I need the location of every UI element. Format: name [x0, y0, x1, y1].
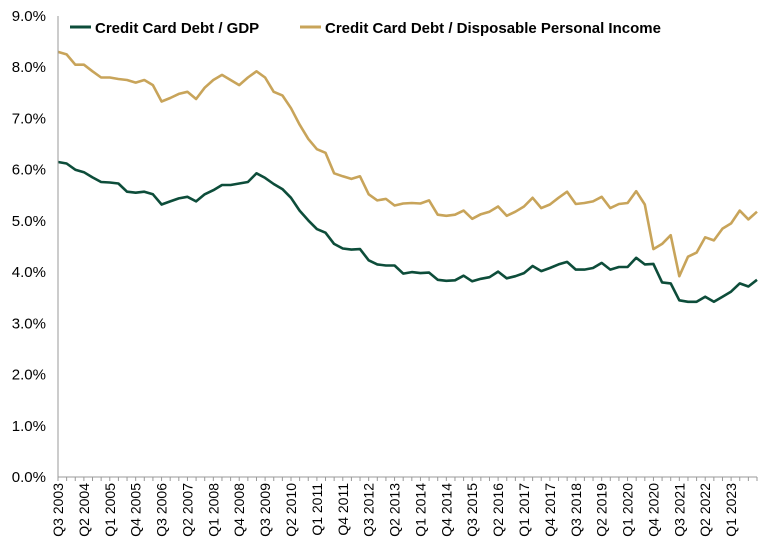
x-tick-label: Q3 2012	[361, 483, 377, 537]
y-tick-label: 3.0%	[12, 315, 46, 332]
series-line-0	[57, 160, 758, 304]
y-tick-label: 6.0%	[12, 162, 46, 179]
x-tick-label: Q2 2004	[76, 483, 92, 537]
y-tick-label: 2.0%	[12, 367, 46, 384]
x-tick-label: Q1 2008	[205, 483, 221, 537]
y-tick-label: 9.0%	[12, 8, 46, 25]
y-tick-label: 4.0%	[12, 264, 46, 281]
legend-label-credit-card-debt-gdp: Credit Card Debt / GDP	[95, 20, 259, 37]
x-tick-label: Q3 2003	[50, 483, 66, 537]
series-lines	[57, 50, 758, 304]
y-tick-label: 0.0%	[12, 469, 46, 486]
y-tick-label: 5.0%	[12, 213, 46, 230]
x-tick-label: Q2 2019	[594, 483, 610, 537]
y-tick-label: 7.0%	[12, 110, 46, 127]
x-tick-label: Q4 2014	[438, 483, 454, 537]
x-tick-label: Q4 2008	[231, 483, 247, 537]
x-tick-label: Q2 2007	[179, 483, 195, 537]
x-tick-label: Q1 2005	[102, 483, 118, 537]
x-axis-tick-labels: Q3 2003 Q2 2004 Q1 2005 Q4 2005 Q3 2006 Q2 20…	[50, 483, 739, 537]
x-tick-label: Q3 2006	[154, 483, 170, 537]
x-tick-label: Q4 2005	[128, 483, 144, 537]
x-tick-label: Q3 2015	[464, 483, 480, 537]
y-axis-tick-labels: 0.0% 1.0% 2.0% 3.0% 4.0% 5.0% 6.0% 7.0% 8.0% 9.0%	[12, 8, 46, 486]
x-tick-label: Q1 2023	[723, 483, 739, 537]
x-tick-label: Q3 2018	[568, 483, 584, 537]
x-tick-label: Q3 2021	[671, 483, 687, 537]
x-tick-label: Q4 2020	[645, 483, 661, 537]
legend-label-credit-card-debt-dpi: Credit Card Debt / Disposable Personal I…	[325, 20, 661, 37]
x-tick-label: Q2 2022	[697, 483, 713, 537]
x-tick-label: Q4 2011	[335, 483, 351, 536]
x-tick-label: Q1 2017	[516, 483, 532, 537]
y-tick-label: 8.0%	[12, 59, 46, 76]
x-tick-label: Q1 2020	[620, 483, 636, 537]
x-tick-label: Q3 2009	[257, 483, 273, 537]
x-tick-label: Q4 2017	[542, 483, 558, 537]
x-tick-label: Q2 2013	[387, 483, 403, 537]
x-tick-label: Q2 2016	[490, 483, 506, 537]
x-tick-label: Q2 2010	[283, 483, 299, 537]
legend: Credit Card Debt / GDP Credit Card Debt …	[70, 20, 661, 37]
series-line-1	[57, 50, 758, 278]
y-tick-label: 1.0%	[12, 418, 46, 435]
axes	[57, 16, 758, 481]
x-tick-label: Q1 2014	[412, 483, 428, 537]
x-tick-label: Q1 2011	[309, 483, 325, 536]
